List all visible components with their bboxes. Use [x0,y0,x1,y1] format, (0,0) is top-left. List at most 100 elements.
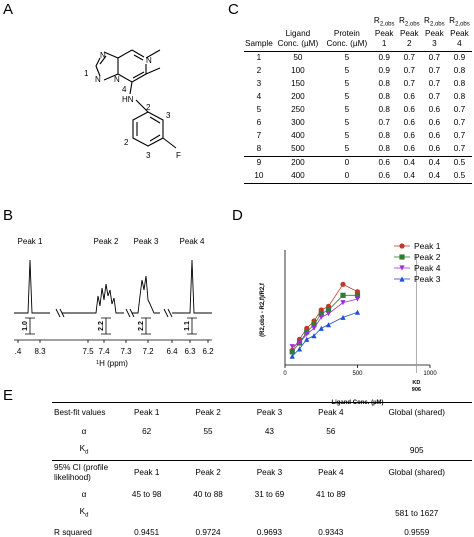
cell-text: Peak 1 [133,407,160,417]
ppm-tick-label: 7.2 [142,347,154,356]
panel-label: E [3,387,13,404]
table-cell: 400 [274,130,322,143]
point [318,325,324,331]
table-cell: R squared [52,523,116,537]
point [289,344,295,350]
cell-text: 200 [291,92,305,102]
legend-label: Peak 1 [414,241,441,251]
cell-text: 62 [142,426,152,436]
cell-text: Ligand Conc. (µM) [277,29,319,49]
table-cell: 3 [244,78,274,91]
table-cell: 0.7 [397,78,422,91]
table-cell: 200 [273,155,323,170]
table-cell: 43 [239,422,300,441]
cell-text: 5 [344,144,350,154]
point [304,336,310,342]
ppm-tick-label: 7.4 [98,347,110,356]
point [318,311,324,317]
integral-bracket [101,317,111,335]
table-cell [116,441,177,461]
table-cell [116,504,177,523]
point [311,325,317,331]
cell-text: 0.8 [378,79,390,89]
table-cell: 0.6 [397,104,422,117]
atom-label: N [100,51,106,60]
table-cell: 0.4 [421,155,447,170]
cell-text: Peak 3 [256,407,283,417]
position-label: 3 [146,151,151,160]
table-cell: 10 [244,169,274,184]
point [311,333,317,339]
table-row: 5 250 5 0.8 0.6 0.6 0.7 [244,104,472,117]
fit-line [291,311,358,357]
cell-text: 0.6 [428,144,441,154]
fit-line [292,298,358,348]
table-cell: 5 [322,78,372,91]
table-cell: R2,obs Peak 3 [421,14,447,52]
cell-text: 0.7 [453,131,466,141]
panel-label: C [228,1,239,18]
cell-text: 150 [291,79,305,89]
table-cell: 0.8 [447,78,472,91]
table-cell: 300 [274,117,322,130]
table-cell [177,504,238,523]
table-cell [300,441,361,461]
table-cell: 5 [322,143,372,157]
cell-text: 200 [291,158,305,168]
table-cell: 0.7 [447,143,472,157]
cell-text: 0.4 [428,158,441,168]
point [289,353,295,359]
cell-text: 581 to 1627 [395,508,439,518]
kd-value: 906 [412,387,421,393]
position-label: 2 [146,103,151,112]
table-cell: 0.9 [372,51,397,65]
table-cell: Kd [52,504,116,523]
legend-label: Peak 4 [414,263,441,273]
peak-label: Peak 3 [134,237,159,246]
table-cell: 0.8 [372,130,397,143]
table-cell: Peak 2 [177,460,239,485]
position-label: 2 [124,138,129,147]
cell-text: 40 to 88 [193,489,223,499]
cell-text: Global (shared) [388,407,445,417]
cell-text: 0.8 [378,92,390,102]
table-cell: Protein Conc. (µM) [322,14,372,52]
position-label: 1 [84,69,89,78]
cell-text: 0.4 [428,171,441,181]
cell-text: 0.6 [378,171,390,181]
table-cell: 55 [177,422,238,441]
cell-text: 0.8 [378,105,390,115]
cell-text: R [373,15,380,25]
table-row: Best-fit values Peak 1 Peak 2 Peak 3 Peak 4 G… [52,402,472,422]
point [304,331,310,337]
cell-text: 4 [256,92,262,102]
kd-label: KD [412,380,420,386]
table-cell: 5 [322,130,372,143]
point [354,292,361,298]
cell-text: Peak 1 [133,468,160,477]
table-cell: 0.8 [372,91,397,104]
cell-text: Peak 1 [374,29,394,49]
table-cell: 0.6 [397,130,422,143]
cell-text: 0.8 [453,66,466,76]
atom-label: N [95,75,101,84]
table-cell [362,485,473,504]
table-cell: 9 [244,155,274,170]
table-row: 1 50 5 0.9 0.7 0.7 0.9 [244,51,472,65]
cell-text: 0.6 [403,118,415,128]
table-cell: 0.7 [397,65,422,78]
table-cell: 0 [322,155,372,170]
cell-text: 45 to 98 [131,489,162,499]
table-cell: 0.8 [372,143,397,157]
ppm-tick-label: 6.3 [184,347,196,356]
cell-text: 0.9693 [256,527,282,537]
atom-label: HN [122,95,134,104]
structure-bonds [95,49,177,149]
table-row: Kd 905 [52,441,472,461]
table-cell: 0.9451 [116,523,178,537]
table-cell: 0.8 [372,104,397,117]
cell-text: 95% CI (profile likelihood) [54,463,109,482]
peak-label: Peak 4 [180,237,205,246]
cell-subscript: 2,obs [429,21,445,28]
table-row: 8 500 5 0.8 0.6 0.6 0.7 [244,143,472,157]
